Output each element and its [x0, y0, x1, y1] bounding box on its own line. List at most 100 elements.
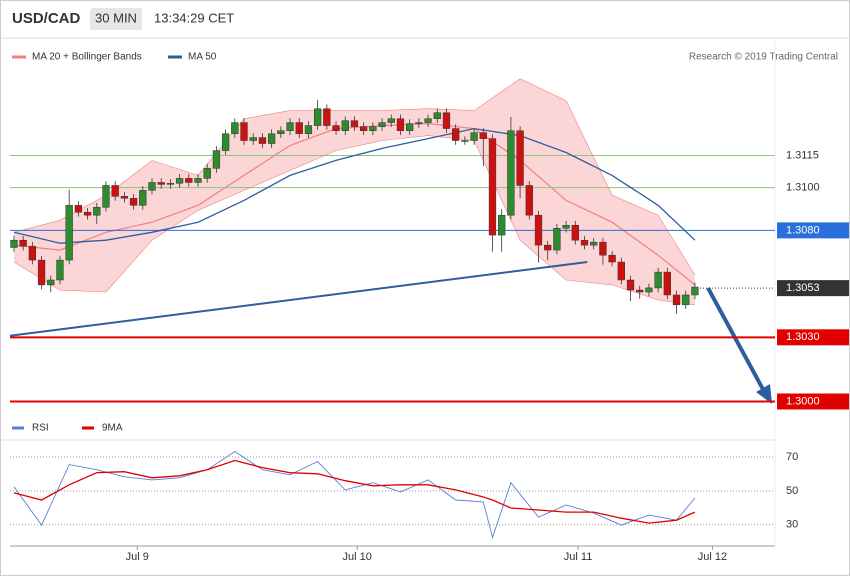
candle-body — [323, 108, 331, 126]
candle-body — [231, 122, 239, 134]
candle-body — [166, 183, 175, 185]
rsi-tick-label: 70 — [786, 451, 798, 463]
candle-body — [571, 224, 579, 241]
ma-line — [13, 127, 696, 244]
candle-body — [525, 185, 533, 216]
candle-body — [102, 185, 110, 208]
candle-body — [562, 224, 570, 229]
level-box — [777, 280, 849, 297]
level-label: 1.3000 — [786, 395, 820, 407]
candle-body — [37, 259, 46, 286]
candle-body — [74, 205, 83, 213]
candle-body — [212, 150, 221, 169]
candle-body — [47, 279, 55, 286]
candle-body — [148, 182, 156, 191]
legend-label: 9MA — [102, 423, 123, 434]
candle-body — [194, 178, 202, 183]
candle-body — [461, 140, 469, 142]
candle-body — [65, 205, 73, 261]
credit: Research © 2019 Trading Central — [689, 52, 838, 63]
rsi-tick-label: 30 — [786, 519, 798, 531]
level-box — [777, 393, 849, 410]
legend-label: MA 50 — [188, 52, 217, 63]
candle-body — [682, 294, 690, 306]
trendline — [9, 261, 588, 337]
candle-body — [691, 286, 699, 296]
band-middle — [13, 122, 696, 286]
candle-body — [544, 244, 552, 251]
candle-body — [83, 211, 92, 216]
candle-body — [617, 261, 625, 281]
band-fill — [14, 78, 695, 305]
x-tick-label: Jul 11 — [564, 551, 593, 563]
level-label: 1.3080 — [786, 224, 820, 236]
candle-body — [277, 130, 285, 134]
level-box — [777, 329, 849, 346]
candle-body — [590, 241, 598, 246]
candle-body — [175, 178, 184, 184]
symbol: USD/CAD — [12, 10, 81, 27]
candle-body — [120, 196, 129, 199]
candle-body — [28, 245, 37, 261]
candle-body — [157, 182, 165, 185]
candle-body — [553, 227, 561, 251]
candle-body — [608, 254, 616, 263]
candle-body — [654, 271, 662, 289]
candle-body — [580, 239, 589, 246]
candle-body — [452, 128, 460, 141]
candle-body — [488, 138, 497, 236]
timeframe: 30 MIN — [95, 10, 137, 25]
candle-body — [636, 289, 644, 293]
candle-body — [139, 190, 147, 206]
candle-body — [498, 214, 506, 236]
level-label: 1.3053 — [786, 282, 820, 294]
candle-body — [221, 133, 230, 151]
candle-body — [56, 259, 64, 281]
band-lower — [13, 135, 695, 306]
level-label: 1.3115 — [786, 149, 819, 161]
x-tick-label: Jul 12 — [698, 551, 727, 563]
forecast-arrow — [706, 287, 767, 394]
candle-body — [433, 112, 441, 119]
candle-body — [387, 118, 395, 123]
candle-body — [360, 126, 368, 131]
candle-body — [267, 133, 276, 144]
candle-body — [129, 198, 138, 206]
candle-body — [249, 137, 257, 141]
candle-body — [286, 122, 294, 131]
x-tick-label: Jul 9 — [126, 551, 149, 563]
candle-body — [672, 294, 681, 306]
candle-body — [626, 279, 635, 291]
candle-body — [599, 241, 607, 256]
rsi-tick-label: 50 — [786, 485, 798, 497]
legend-label: MA 20 + Bollinger Bands — [32, 52, 142, 63]
candle-body — [507, 130, 515, 216]
candle-body — [111, 185, 119, 197]
rsi-line — [13, 450, 696, 539]
candle-body — [240, 122, 248, 141]
candle-body — [332, 125, 340, 131]
level-box — [777, 222, 849, 239]
candle-body — [442, 112, 451, 129]
band-upper — [13, 78, 696, 276]
level-label: 1.3100 — [786, 181, 820, 193]
candle-body — [479, 132, 487, 139]
candle-body — [396, 118, 405, 131]
candle-body — [424, 118, 432, 123]
candle-body — [378, 122, 386, 127]
candle-body — [350, 120, 359, 127]
candle-body — [663, 271, 671, 296]
candle-body — [406, 123, 414, 131]
candle-body — [10, 239, 18, 248]
candle-body — [341, 120, 349, 131]
candle-body — [369, 126, 377, 131]
clock: 13:34:29 CET — [154, 10, 234, 25]
candle-body — [645, 287, 653, 293]
candle-body — [415, 122, 423, 124]
level-label: 1.3030 — [786, 331, 820, 343]
rsi-line — [13, 459, 696, 524]
candle-body — [313, 108, 322, 126]
candle-body — [516, 130, 524, 186]
